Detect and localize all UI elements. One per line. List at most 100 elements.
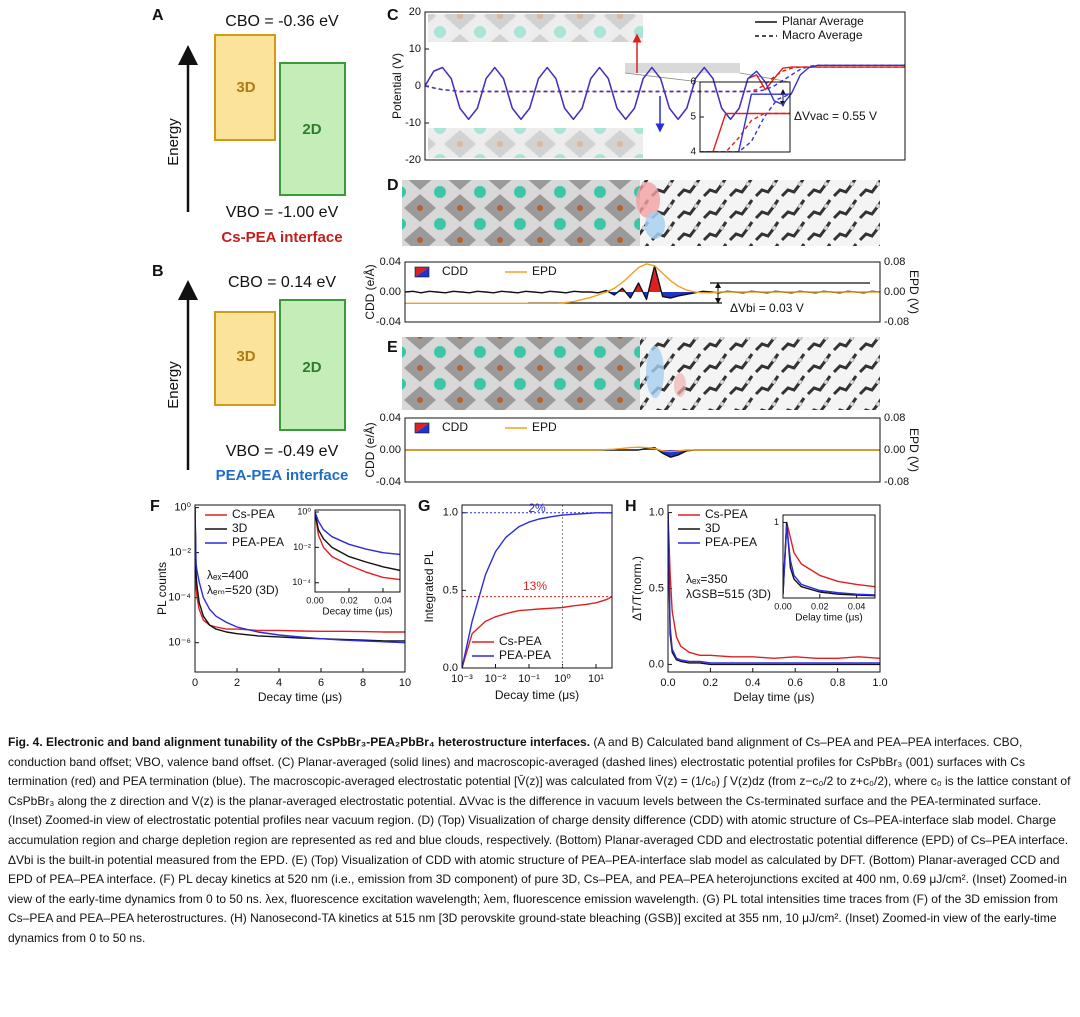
y-axis-label: CDD (e/Å) [362, 264, 377, 319]
y2-tick-label: 0.00 [884, 444, 905, 456]
band-diagram-a: CBO = -0.36 eV 3D 2D Energy VBO = -1.00 … [165, 13, 346, 246]
legend-label: CDD [442, 420, 468, 434]
box-2d [279, 299, 346, 431]
x-tick-label: 2 [234, 677, 240, 689]
zoom-region [625, 63, 740, 73]
y-tick-label: 6 [690, 77, 696, 88]
data-line [700, 93, 790, 152]
data-line [700, 112, 790, 152]
interface-label: PEA-PEA interface [216, 467, 349, 484]
cbo-label: CBO = 0.14 eV [228, 274, 336, 291]
legend-label: Planar Average [782, 14, 864, 28]
legend-label: PEA-PEA [705, 535, 757, 549]
annotation: λₑₓ=400 [207, 568, 249, 582]
x-tick-label: 0.8 [830, 677, 845, 689]
interface-label: Cs-PEA interface [221, 229, 342, 246]
panel-letter: H [625, 498, 637, 515]
y-axis-label: CDD (e/Å) [362, 422, 377, 477]
x-tick-label: 0.04 [848, 601, 866, 611]
y-tick-label: -0.04 [376, 476, 401, 488]
x-tick-label: 0.6 [788, 677, 803, 689]
panel-letter: C [387, 7, 399, 24]
structure-d [402, 180, 880, 246]
x-tick-label: 0.00 [774, 601, 792, 611]
legend-swatch [414, 422, 430, 434]
legend-label: Cs-PEA [705, 507, 748, 521]
annotation: λₑₘ=520 (3D) [207, 583, 279, 597]
data-line [700, 112, 790, 152]
box-3d [214, 311, 276, 406]
data-line [315, 511, 400, 556]
y-tick-label: 0.00 [380, 444, 401, 456]
y-tick-label: 4 [690, 147, 696, 158]
annotation: λGSB=515 (3D) [686, 587, 771, 601]
energy-label: Energy [165, 118, 182, 166]
x-axis-label: Decay time (μs) [258, 690, 342, 704]
legend-label: 3D [232, 521, 248, 535]
plot-frame [404, 261, 881, 323]
y-tick-label: 1.0 [443, 507, 458, 519]
x-tick-label: 10⁻¹ [518, 673, 540, 685]
x-tick-label: 0.04 [374, 595, 392, 605]
data-line [315, 511, 400, 572]
legend-label: EPD [532, 420, 557, 434]
y-tick-label: 10 [409, 43, 421, 55]
y-tick-label: 10⁰ [174, 501, 191, 513]
data-line [315, 511, 400, 581]
panel-letter: F [150, 498, 160, 515]
x-axis-label: Decay time (μs) [495, 688, 579, 702]
y-tick-label: 0.04 [380, 412, 401, 424]
plot-frame [699, 81, 791, 153]
box-2d [279, 62, 346, 196]
label-2d: 2D [302, 359, 321, 376]
x-tick-label: 10⁰ [554, 673, 571, 685]
y-tick-label: -10 [405, 117, 421, 129]
legend-label: EPD [532, 264, 557, 278]
vbo-label: VBO = -0.49 eV [226, 443, 339, 460]
y2-tick-label: -0.08 [884, 476, 909, 488]
zoom-connector [624, 72, 701, 83]
x-tick-label: 0.02 [340, 595, 358, 605]
panel-letter: E [387, 339, 398, 356]
legend-label: Cs-PEA [499, 634, 542, 648]
y-tick-label: 5 [690, 112, 696, 123]
x-tick-label: 6 [318, 677, 324, 689]
y-tick-label: 20 [409, 6, 421, 18]
legend-swatch [415, 423, 429, 433]
y-tick-label: 1 [774, 517, 779, 527]
data-line [668, 512, 880, 659]
y-tick-label: -20 [405, 154, 421, 166]
annotation: ΔVvac = 0.55 V [794, 109, 877, 123]
legend-label: Macro Average [782, 28, 863, 42]
data-line [783, 521, 875, 591]
data-line [405, 446, 880, 453]
y-tick-label: 0.00 [380, 286, 401, 298]
y-tick-label: 10⁰ [297, 506, 311, 516]
x-tick-label: 10¹ [588, 673, 604, 685]
caption-body: (A and B) Calculated band alignment of C… [8, 735, 1071, 945]
x-tick-label: 8 [360, 677, 366, 689]
plot-frame [404, 417, 881, 483]
structure-e [402, 337, 880, 410]
legend-swatch [415, 267, 429, 277]
y-tick-label: 10⁻² [169, 547, 191, 559]
x-tick-label: 0.00 [306, 595, 324, 605]
data-line [195, 507, 405, 642]
y-tick-label: -0.04 [376, 316, 401, 328]
y-tick-label: 10⁻² [293, 542, 311, 552]
panel-letters: A B C D E F G H [150, 7, 637, 515]
x-axis-label: Decay time (μs) [322, 607, 392, 618]
y-tick-label: 0.5 [443, 584, 458, 596]
band-diagram-b: CBO = 0.14 eV 3D 2D Energy VBO = -0.49 e… [165, 274, 348, 484]
x-tick-label: 0 [192, 677, 198, 689]
plot-frame [667, 504, 881, 673]
data-line [783, 525, 875, 596]
x-tick-label: 4 [276, 677, 282, 689]
data-line [195, 507, 405, 644]
annotation: 13% [523, 579, 547, 593]
legend-label: CDD [442, 264, 468, 278]
y-tick-label: 0.0 [649, 658, 664, 670]
y2-tick-label: 0.08 [884, 256, 905, 268]
y-tick-label: 10⁻⁴ [168, 592, 191, 604]
